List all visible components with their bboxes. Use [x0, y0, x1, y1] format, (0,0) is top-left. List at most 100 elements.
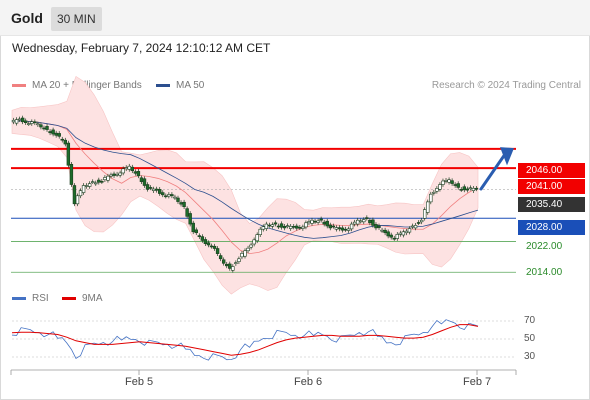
candle-body — [51, 129, 55, 135]
rsi-tick-50: 50 — [524, 333, 536, 344]
candle-body — [276, 225, 281, 228]
candle-body — [48, 131, 52, 134]
candle-body — [60, 138, 64, 141]
candle-body — [352, 221, 357, 225]
candle-body — [17, 118, 22, 121]
candle-body — [36, 123, 40, 126]
candle-body — [471, 187, 476, 191]
candle-body — [20, 117, 25, 123]
candle-body — [209, 245, 214, 248]
candle-body — [136, 171, 141, 177]
candle-body — [94, 182, 98, 185]
candle-body — [386, 231, 390, 237]
candle-body — [273, 222, 278, 225]
timeframe-button[interactable]: 30 MIN — [51, 7, 102, 31]
level-label-last-price: 2035.40 — [518, 197, 585, 212]
candle-body — [447, 179, 451, 183]
candle-body — [176, 197, 180, 202]
candle-body — [66, 142, 71, 166]
candle-body — [103, 177, 107, 181]
candle-body — [27, 123, 31, 125]
candle-body — [182, 201, 186, 208]
candle-body — [188, 213, 192, 225]
candle-body — [240, 253, 244, 258]
candle-body — [371, 219, 375, 226]
candle-body — [322, 221, 326, 225]
candles — [11, 115, 479, 273]
candle-body — [307, 221, 311, 224]
candle-body — [258, 228, 262, 235]
candle-body — [121, 168, 125, 174]
candle-body — [91, 181, 95, 183]
candle-body — [161, 192, 165, 196]
level-label-support-2: 2014.00 — [526, 267, 563, 278]
candle-body — [127, 165, 131, 170]
candle-body — [313, 220, 317, 223]
candle-body — [282, 226, 287, 229]
research-credit: Research © 2024 Trading Central — [431, 80, 581, 91]
candle-body — [310, 219, 314, 224]
candle-body — [206, 242, 211, 246]
projection-arrow — [479, 151, 508, 191]
rsi-label: RSI — [32, 293, 49, 304]
candle-body — [407, 228, 412, 233]
candle-body — [392, 237, 396, 240]
candle-body — [158, 189, 162, 194]
ma9-swatch-icon — [62, 297, 76, 300]
candle-body — [316, 220, 320, 223]
candle-body — [130, 166, 135, 172]
candle-body — [337, 227, 342, 230]
candle-body — [413, 225, 418, 229]
candle-body — [465, 188, 470, 191]
candle-body — [45, 126, 49, 130]
candle-body — [84, 185, 89, 187]
candle-body — [194, 229, 198, 234]
candle-body — [170, 194, 174, 197]
candle-body — [200, 236, 205, 241]
candle-body — [154, 188, 159, 191]
candle-body — [380, 229, 384, 232]
candle-body — [109, 174, 113, 177]
level-label-support-1: 2022.00 — [526, 241, 563, 252]
candle-body — [359, 220, 363, 223]
x-axis — [10, 369, 517, 375]
candle-body — [319, 218, 323, 221]
candle-body — [374, 224, 378, 229]
ma50-line — [11, 120, 479, 239]
candle-body — [398, 232, 403, 235]
candle-body — [438, 184, 442, 190]
candle-body — [288, 226, 293, 229]
level-label-resistance-1: 2041.00 — [518, 179, 585, 194]
candle-body — [87, 183, 92, 187]
candle-body — [81, 185, 86, 193]
candle-body — [343, 228, 348, 231]
candle-body — [459, 189, 463, 191]
bollinger-band-area — [11, 75, 479, 295]
candle-body — [474, 187, 479, 190]
candle-body — [270, 224, 275, 227]
candle-body — [106, 175, 110, 181]
candle-body — [468, 187, 473, 190]
x-tick-feb6: Feb 6 — [294, 376, 323, 388]
candle-body — [185, 208, 189, 217]
rsi-tick-30: 30 — [524, 351, 536, 362]
candle-body — [301, 226, 305, 229]
candle-body — [441, 180, 445, 185]
candle-body — [264, 223, 269, 229]
candle-body — [237, 258, 241, 262]
candle-body — [30, 121, 34, 124]
candle-body — [368, 219, 372, 224]
candle-body — [63, 139, 68, 145]
candle-body — [267, 224, 272, 227]
candle-body — [212, 245, 217, 249]
candle-body — [355, 219, 360, 225]
candle-body — [346, 228, 351, 231]
candle-body — [429, 193, 433, 203]
candle-body — [228, 263, 232, 269]
arrow-head-icon — [500, 147, 514, 166]
x-tick-feb5: Feb 5 — [125, 376, 154, 388]
candle-body — [246, 247, 250, 252]
rsi-line — [11, 319, 479, 361]
candle-body — [453, 184, 457, 186]
